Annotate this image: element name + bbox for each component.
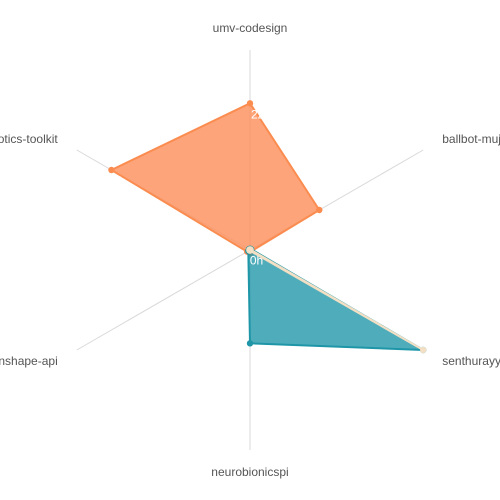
series-0-point-umv-codesign[interactable] [246, 100, 254, 107]
series-0-label-umv-codesign: 22h [251, 107, 271, 121]
series-2-point-senthurayyappan[interactable] [420, 346, 427, 354]
axis-label-senthurayyappan: senthurayyappan [442, 354, 500, 368]
radar-series: 22h12h0h0h5h6h0h [108, 100, 427, 361]
axis-label-onshape-api: onshape-api [0, 354, 58, 368]
series-1-point-neurobionicspi[interactable] [246, 340, 254, 347]
axis-label-neurobionicspi: neurobionicspi [211, 465, 288, 479]
series-0-label-ballbot-mujoco: 12h [320, 214, 340, 228]
series-1-label-neurobionicspi: 6h [251, 347, 264, 361]
series-0-point-robotics-toolkit[interactable] [108, 166, 115, 174]
axis-spoke-onshape-api [76, 249, 251, 351]
axis-label-robotics-toolkit: robotics-toolkit [0, 132, 58, 146]
axis-label-umv-codesign: umv-codesign [213, 21, 288, 35]
series-0-label-robotics-toolkit: 5h [112, 174, 125, 188]
series-0-area [110, 102, 321, 255]
radar-labels: umv-codesign ballbot-mujoco senthurayyappa… [0, 21, 500, 479]
axis-label-ballbot-mujoco: ballbot-mujoco [442, 132, 500, 146]
series-2-point-robotics-toolkit[interactable] [246, 246, 253, 253]
series-0-point-ballbot-mujoco[interactable] [316, 206, 323, 214]
